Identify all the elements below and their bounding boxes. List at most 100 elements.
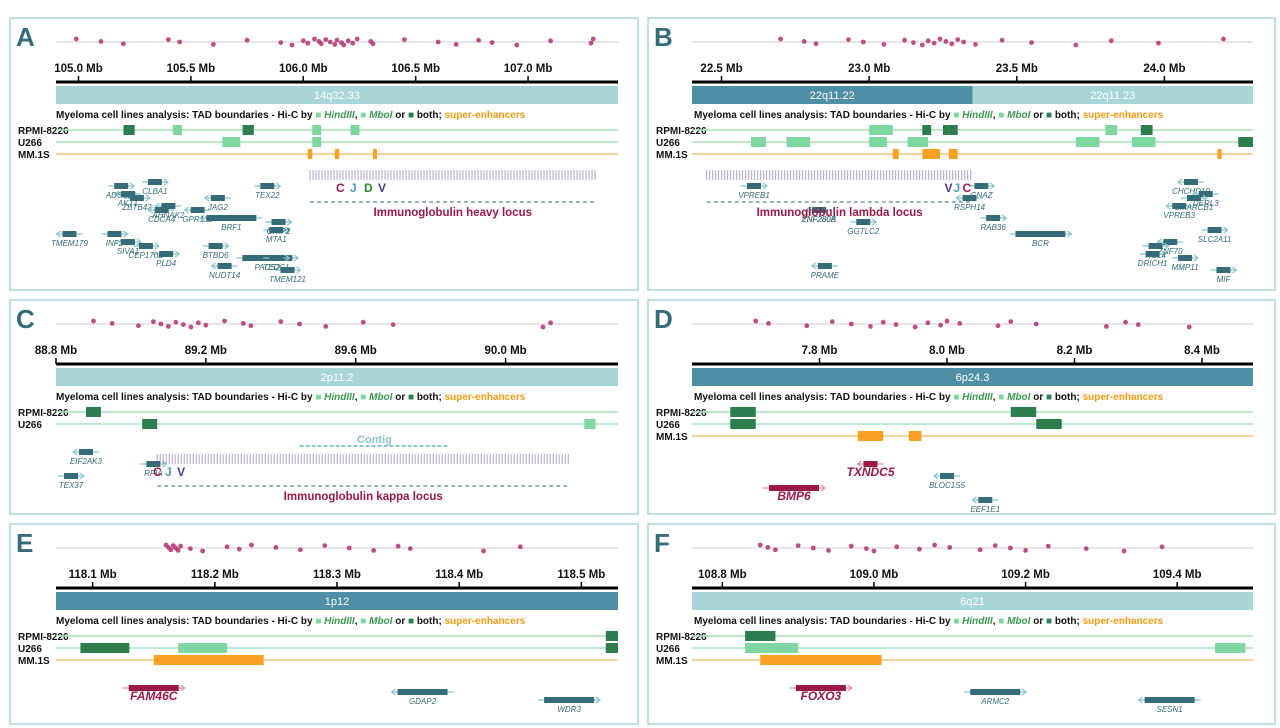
variant-dot xyxy=(481,548,487,554)
gene-body xyxy=(1183,179,1198,185)
gene-arrow-head xyxy=(136,238,142,246)
gene-arrow-head xyxy=(154,242,160,250)
track-label: MM.1S xyxy=(656,432,688,443)
variant-dot xyxy=(1008,319,1014,324)
panel-letter: D xyxy=(654,304,673,334)
gene-label: ZNF70 xyxy=(1157,247,1183,256)
variant-dot xyxy=(848,543,854,549)
variant-dot xyxy=(1023,548,1028,553)
gene-label: DERL3 xyxy=(1193,199,1219,208)
gene-arrow-head xyxy=(145,194,151,202)
variant-dot xyxy=(332,42,338,47)
variant-dot xyxy=(200,548,206,554)
gene-body xyxy=(78,449,93,455)
cytoband-label: 6p24.3 xyxy=(956,372,990,384)
variant-dot xyxy=(136,323,141,329)
legend-part: or xyxy=(392,110,408,121)
gene-body xyxy=(795,685,846,691)
track-block xyxy=(334,149,340,159)
track-block xyxy=(312,137,322,147)
variant-dot xyxy=(938,322,944,328)
panel-letter: F xyxy=(654,528,670,558)
variant-dot xyxy=(390,322,396,327)
gene-arrow-head xyxy=(284,226,291,234)
gene-arrow-head xyxy=(71,448,78,456)
legend-part: MboI xyxy=(1007,616,1031,627)
variant-dot xyxy=(949,41,955,47)
legend-part: MboI xyxy=(369,616,393,627)
gene-arrow-head xyxy=(1202,194,1208,202)
gene-label: GGTLC2 xyxy=(847,227,880,236)
locus-letter: V xyxy=(945,181,953,195)
gene-body xyxy=(62,231,77,237)
legend-part: MboI xyxy=(1007,110,1031,121)
variant-dot xyxy=(360,319,366,325)
track-block xyxy=(1010,407,1037,417)
gene-label: ADSSL1 xyxy=(105,191,137,200)
gene-body xyxy=(986,215,1001,221)
track-block xyxy=(892,149,899,159)
track-block xyxy=(1036,419,1062,429)
variant-dot xyxy=(297,547,303,553)
variant-dot xyxy=(1033,321,1039,327)
variant-dot xyxy=(175,548,181,553)
legend-part: ■ xyxy=(998,392,1007,403)
variant-dot xyxy=(73,36,79,42)
track-label: MM.1S xyxy=(18,656,50,667)
variant-dot xyxy=(341,42,347,48)
legend-part: , xyxy=(993,392,999,403)
legend: Myeloma cell lines analysis: TAD boundar… xyxy=(694,392,1164,403)
variant-dot xyxy=(995,323,1001,329)
axis-tick-label: 8.2 Mb xyxy=(1057,345,1093,357)
gene-arrow-head xyxy=(1176,178,1183,186)
variant-dot xyxy=(540,324,546,330)
axis-tick-label: 106.5 Mb xyxy=(391,63,440,75)
gene-arrow-head xyxy=(595,696,602,704)
variant-dot xyxy=(407,546,413,551)
track-block xyxy=(605,631,618,641)
axis-tick-label: 89.2 Mb xyxy=(185,345,227,357)
variant-dot xyxy=(166,324,171,329)
gene-arrow-head xyxy=(390,688,396,696)
gene-label: DRICH1 xyxy=(1138,259,1168,268)
variant-dot xyxy=(312,36,317,42)
panel-letter: A xyxy=(16,22,35,52)
variant-dot xyxy=(178,543,184,549)
legend: Myeloma cell lines analysis: TAD boundar… xyxy=(694,616,1164,627)
gene-body xyxy=(1178,255,1193,261)
gene-label: TMEM121 xyxy=(269,275,306,284)
track-block xyxy=(948,149,958,159)
variant-dot xyxy=(894,544,900,550)
track-block xyxy=(172,125,182,135)
gene-label: BTBD6 xyxy=(203,251,229,260)
track-label: RPMI-8226 xyxy=(18,632,69,643)
variant-dot xyxy=(248,323,254,329)
variant-dot xyxy=(753,318,759,324)
legend-part: both; xyxy=(417,110,445,121)
variant-dot xyxy=(395,543,401,549)
variant-dot xyxy=(871,548,877,554)
variant-dot xyxy=(91,318,96,324)
variant-dot xyxy=(1156,40,1161,46)
gene-body xyxy=(1145,251,1160,257)
gene-label: AKT1 xyxy=(117,199,138,208)
track-block xyxy=(922,125,932,135)
variant-dot xyxy=(109,321,115,326)
legend: Myeloma cell lines analysis: TAD boundar… xyxy=(694,110,1164,121)
legend-part: ■ xyxy=(1046,616,1055,627)
variant-dot xyxy=(453,42,459,47)
gene-arrow-head xyxy=(971,496,977,504)
track-block xyxy=(307,149,313,159)
track-block xyxy=(907,137,929,147)
variant-dot xyxy=(919,42,925,48)
track-label: MM.1S xyxy=(656,150,688,161)
gene-body xyxy=(129,195,144,201)
variant-dot xyxy=(943,39,949,44)
legend-part: MboI xyxy=(369,392,393,403)
variant-dot xyxy=(168,547,174,553)
legend-part: or xyxy=(1030,392,1046,403)
variant-dot xyxy=(297,321,302,327)
track-block xyxy=(730,407,756,417)
gene-arrow-head xyxy=(1193,254,1200,262)
gene-label: RSPH14 xyxy=(954,203,986,212)
